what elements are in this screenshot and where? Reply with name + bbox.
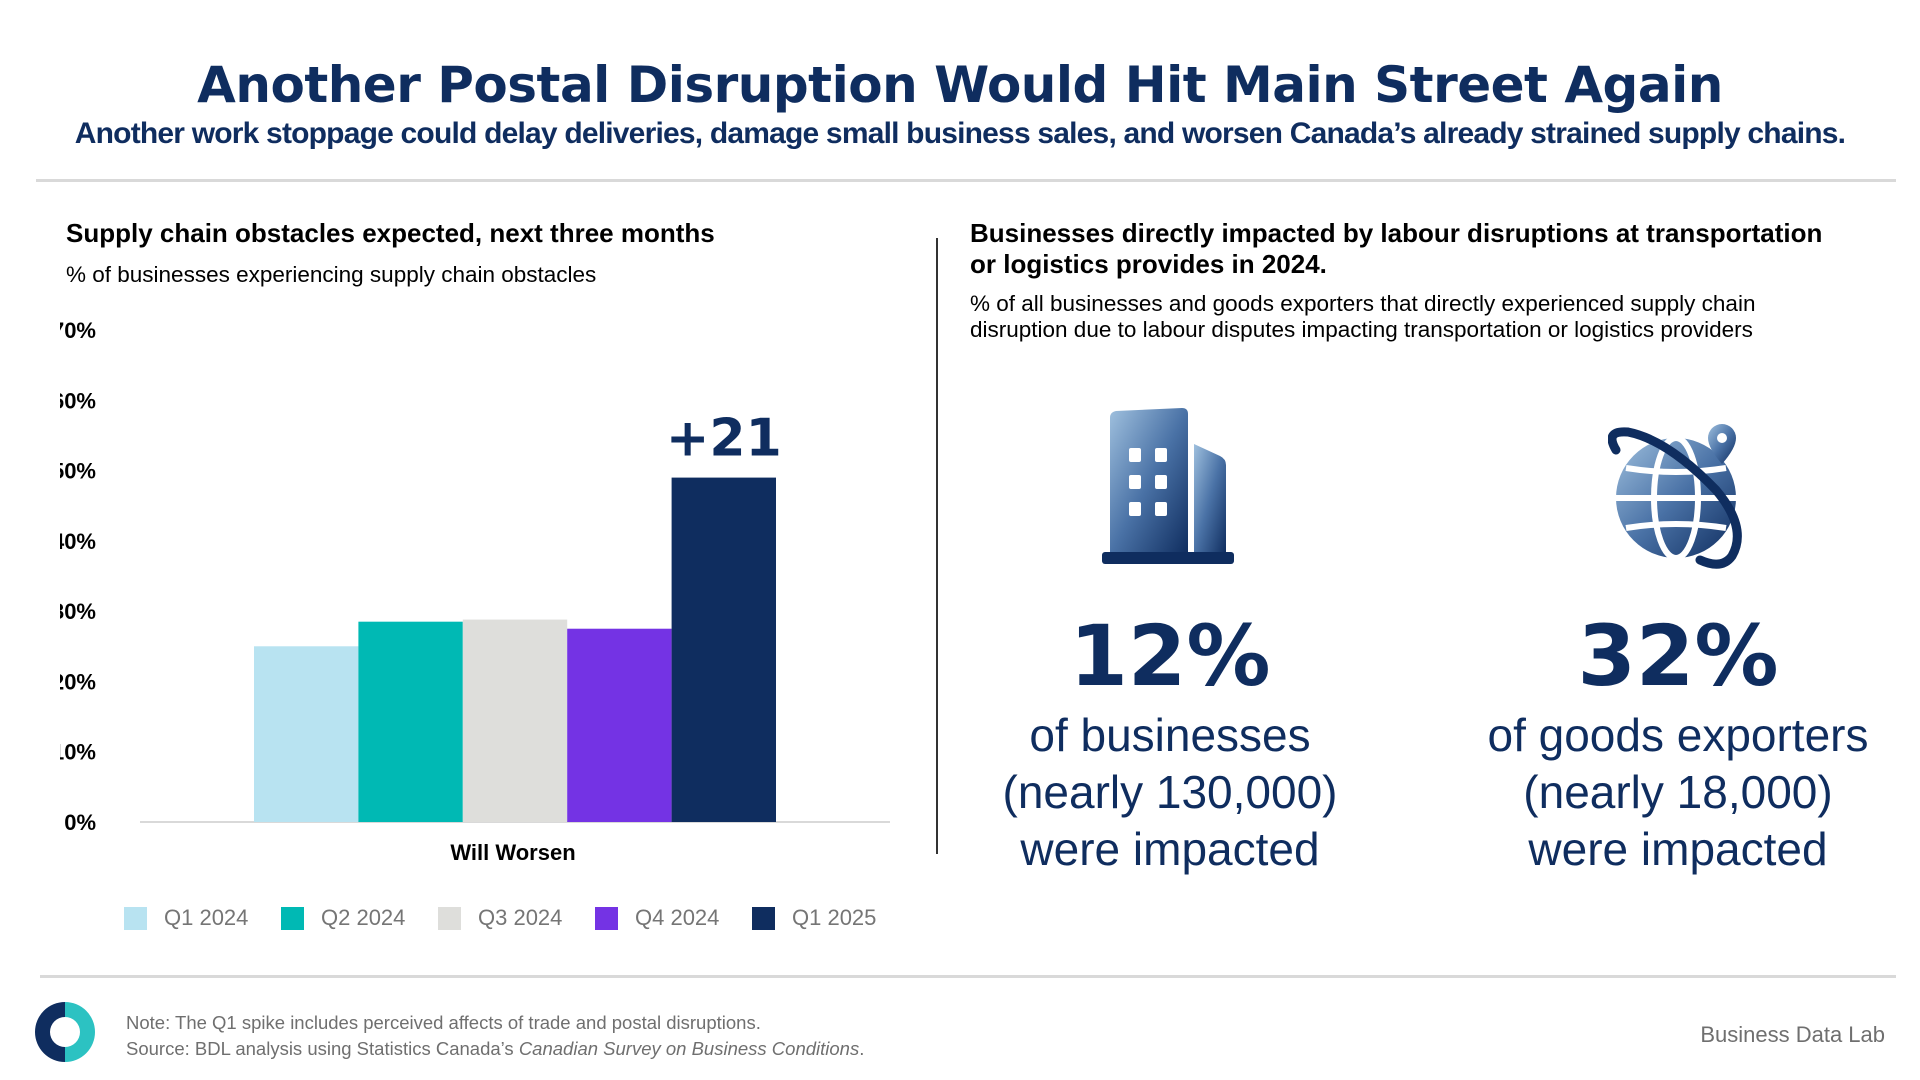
stat-exporters-value: 32%: [1577, 607, 1779, 705]
y-tick-label: 50%: [60, 459, 96, 484]
header-divider: [36, 179, 1896, 182]
legend-swatch: [281, 906, 304, 930]
bdl-logo: [35, 1002, 95, 1062]
legend-label: Q1 2025: [792, 905, 877, 930]
bar-q1-2025: [671, 477, 776, 822]
footnote-note: Note: The Q1 spike includes perceived af…: [126, 1012, 761, 1033]
footnote-source: Source: BDL analysis using Statistics Ca…: [126, 1036, 864, 1062]
bars-group: [254, 477, 776, 822]
right-panel-subtitle-line2: disruption due to labour disputes impact…: [970, 317, 1753, 342]
source-suffix: .: [859, 1038, 865, 1059]
legend-swatch: [752, 906, 775, 930]
y-tick-label: 30%: [60, 599, 96, 624]
right-panel-title-line2: or logistics provides in 2024.: [970, 249, 1327, 279]
left-panel-title: Supply chain obstacles expected, next th…: [66, 218, 715, 248]
legend-swatch: [124, 906, 147, 930]
bar-q3-2024: [462, 619, 568, 822]
y-tick-label: 0%: [64, 810, 96, 835]
legend-item: Q3 2024: [438, 905, 595, 931]
chart-legend: Q1 2024 Q2 2024 Q3 2024 Q4 2024 Q1 2025: [124, 905, 909, 931]
left-panel-subtitle: % of businesses experiencing supply chai…: [66, 262, 597, 287]
stat-exporters-line2: (nearly 18,000): [1523, 766, 1833, 818]
globe-location-icon: [1608, 424, 1742, 569]
stat-exporters-line3: were impacted: [1528, 823, 1828, 875]
y-tick-label: 10%: [60, 740, 96, 765]
legend-label: Q1 2024: [164, 905, 249, 930]
legend-item: Q4 2024: [595, 905, 752, 931]
right-panel-subtitle-line1: % of all businesses and goods exporters …: [970, 291, 1756, 316]
source-prefix: Source: BDL analysis using Statistics Ca…: [126, 1038, 519, 1059]
y-tick-label: 60%: [60, 388, 96, 413]
stat-exporters-desc: of goods exporters (nearly 18,000) were …: [1438, 707, 1918, 878]
y-axis: 0% 10% 20% 30% 40% 50% 60% 70%: [60, 318, 96, 835]
right-panel-subtitle: % of all businesses and goods exporters …: [970, 291, 1900, 343]
stat-businesses-desc: of businesses (nearly 130,000) were impa…: [950, 707, 1390, 878]
right-panel-title-line1: Businesses directly impacted by labour d…: [970, 218, 1823, 248]
legend-swatch: [595, 906, 618, 930]
panel-divider: [936, 238, 938, 854]
page-title: Another Postal Disruption Would Hit Main…: [197, 56, 1723, 114]
right-panel-title: Businesses directly impacted by labour d…: [970, 218, 1900, 280]
y-tick-label: 40%: [60, 529, 96, 554]
stat-businesses-line2: (nearly 130,000): [1002, 766, 1338, 818]
building-icon: [1102, 408, 1234, 564]
y-tick-label: 70%: [60, 318, 96, 343]
stat-businesses-value: 12%: [1069, 607, 1271, 705]
stat-businesses-line3: were impacted: [1020, 823, 1320, 875]
legend-label: Q2 2024: [321, 905, 406, 930]
brand-name: Business Data Lab: [1700, 1022, 1885, 1047]
bar-chart: 0% 10% 20% 30% 40% 50% 60% 70% +21 Will Worsen: [60, 318, 890, 865]
change-annotation: +21: [666, 409, 782, 469]
legend-label: Q4 2024: [635, 905, 720, 930]
y-tick-label: 20%: [60, 669, 96, 694]
x-category-label: Will Worsen: [450, 840, 575, 865]
stat-businesses-line1: of businesses: [1029, 709, 1311, 761]
legend-label: Q3 2024: [478, 905, 563, 930]
legend-item: Q1 2024: [124, 905, 281, 931]
bar-q2-2024: [358, 621, 463, 822]
legend-item: Q2 2024: [281, 905, 438, 931]
source-title: Canadian Survey on Business Conditions: [518, 1038, 860, 1059]
stat-exporters-line1: of goods exporters: [1487, 709, 1869, 761]
footer-divider: [40, 975, 1896, 978]
bar-q4-2024: [567, 628, 672, 822]
legend-item: Q1 2025: [752, 905, 909, 931]
footnote: Note: The Q1 spike includes perceived af…: [126, 1010, 864, 1062]
bar-q1-2024: [254, 646, 359, 822]
page-subtitle: Another work stoppage could delay delive…: [74, 117, 1846, 150]
legend-swatch: [438, 906, 461, 930]
